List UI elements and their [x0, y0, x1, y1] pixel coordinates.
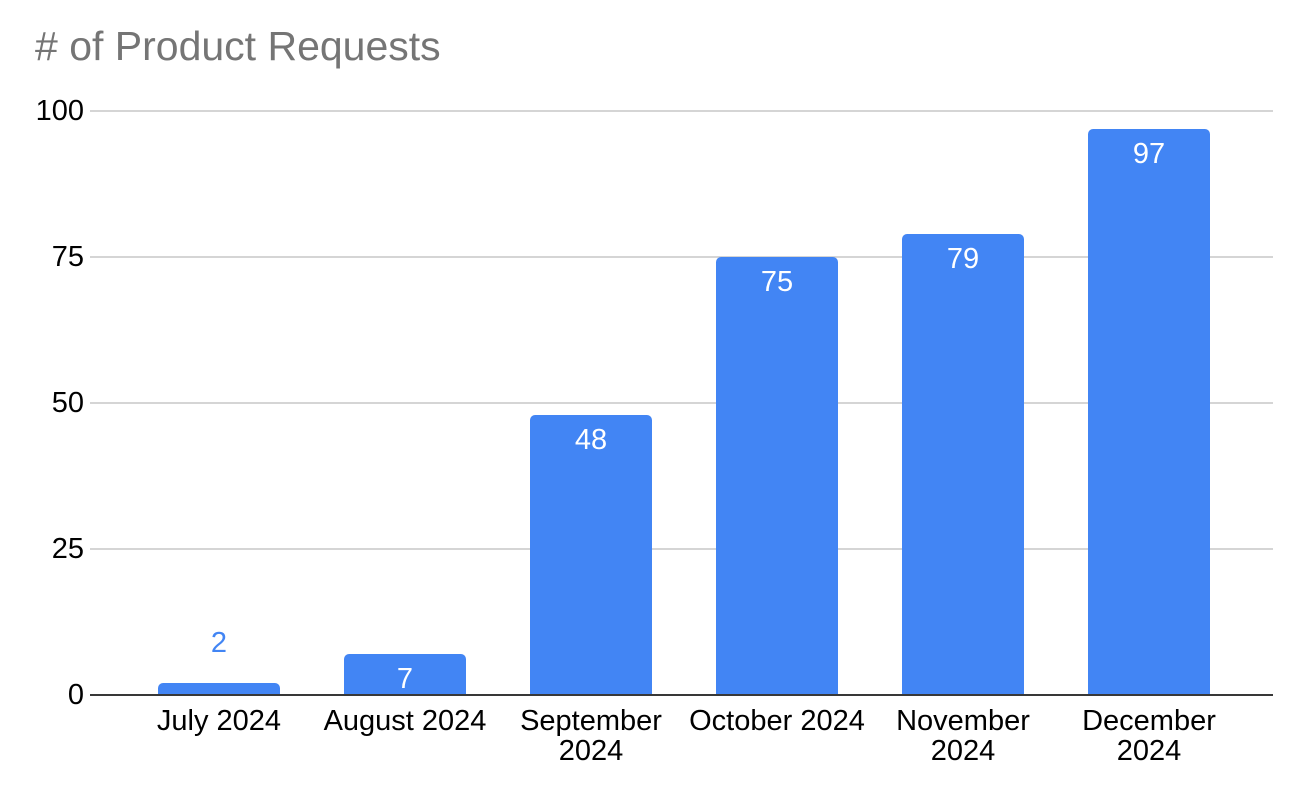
- bar-value-label-november-2024: 79: [946, 242, 980, 275]
- x-axis-label-december-2024: December 2024: [1082, 705, 1216, 767]
- bar-september-2024[interactable]: [530, 414, 652, 695]
- y-axis-tick-label-50: 50: [51, 387, 84, 419]
- x-axis-line: [90, 694, 1273, 696]
- y-axis-tick-label-100: 100: [35, 95, 84, 127]
- bar-value-label-october-2024: 75: [760, 266, 794, 298]
- bar-value-label-december-2024: 97: [1132, 137, 1166, 170]
- x-axis-label-october-2024: October 2024: [689, 705, 865, 737]
- bar-august-2024[interactable]: [344, 654, 466, 695]
- x-axis-label-july-2024: July 2024: [156, 705, 282, 737]
- gridline-75: [90, 256, 1273, 258]
- gridline-50: [90, 402, 1273, 404]
- gridline-25: [90, 548, 1273, 550]
- bar-november-2024[interactable]: [902, 233, 1024, 695]
- bar-december-2024[interactable]: [1088, 128, 1210, 695]
- bar-july-2024[interactable]: [158, 683, 280, 695]
- gridline-100: [90, 110, 1273, 112]
- bar-value-label-september-2024: 48: [574, 423, 608, 456]
- y-axis-tick-label-25: 25: [51, 533, 84, 565]
- bar-october-2024[interactable]: [716, 257, 838, 695]
- y-axis-tick-label-75: 75: [51, 241, 84, 273]
- bar-value-label-august-2024: 7: [396, 663, 414, 696]
- x-axis-label-september-2024: September 2024: [520, 705, 662, 767]
- x-axis-label-november-2024: November 2024: [896, 705, 1030, 767]
- x-axis-label-august-2024: August 2024: [323, 705, 487, 737]
- chart-title: # of Product Requests: [35, 23, 441, 69]
- y-axis-tick-label-0: 0: [67, 679, 84, 711]
- bar-value-label-july-2024: 2: [210, 627, 228, 660]
